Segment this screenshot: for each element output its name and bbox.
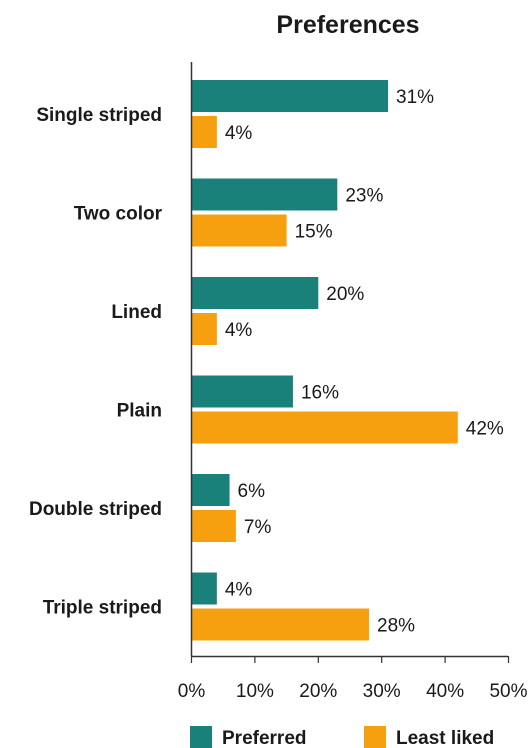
data-label-least-liked-triple-striped: 28% (377, 616, 415, 637)
category-label-plain: Plain (117, 401, 162, 422)
data-label-preferred-plain: 16% (301, 383, 339, 404)
data-label-least-liked-double-striped: 7% (244, 517, 272, 538)
category-label-triple-striped: Triple striped (43, 598, 162, 619)
legend: Preferred Least liked (190, 726, 494, 748)
data-label-preferred-two-color: 23% (345, 186, 383, 207)
data-label-preferred-triple-striped: 4% (225, 580, 253, 601)
bar-least-liked-single-striped (191, 116, 217, 148)
bar-preferred-two-color (191, 178, 338, 211)
bar-least-liked-two-color (191, 214, 287, 247)
data-label-least-liked-plain: 42% (466, 419, 504, 440)
bar-preferred-plain (191, 375, 293, 408)
legend-label-preferred: Preferred (222, 728, 307, 748)
legend-label-least-liked: Least liked (396, 728, 494, 748)
bar-least-liked-triple-striped (191, 608, 370, 641)
data-label-preferred-double-striped: 6% (238, 481, 266, 502)
data-label-least-liked-two-color: 15% (295, 222, 333, 243)
data-label-least-liked-single-striped: 4% (225, 123, 253, 144)
x-tick-label: 40% (426, 681, 464, 702)
x-tick-label: 50% (489, 681, 527, 702)
bar-preferred-triple-striped (191, 572, 217, 605)
category-label-two-color: Two color (74, 204, 163, 225)
x-tick-label: 10% (236, 681, 274, 702)
bar-preferred-double-striped (191, 474, 230, 506)
x-tick-label: 0% (178, 681, 206, 702)
data-label-preferred-lined: 20% (326, 284, 364, 305)
category-label-single-striped: Single striped (36, 105, 162, 126)
x-tick-label: 20% (299, 681, 337, 702)
data-label-least-liked-lined: 4% (225, 320, 253, 341)
legend-swatch-preferred (190, 726, 212, 748)
x-tick-label: 30% (363, 681, 401, 702)
category-label-double-striped: Double striped (29, 499, 162, 520)
bar-preferred-single-striped (191, 80, 389, 112)
data-label-preferred-single-striped: 31% (396, 87, 434, 108)
bar-least-liked-plain (191, 411, 458, 444)
category-label-lined: Lined (111, 302, 162, 323)
bar-preferred-lined (191, 277, 319, 309)
bar-least-liked-lined (191, 313, 217, 345)
legend-swatch-least-liked (364, 726, 386, 748)
bar-least-liked-double-striped (191, 510, 236, 542)
chart-title: Preferences (276, 11, 419, 39)
